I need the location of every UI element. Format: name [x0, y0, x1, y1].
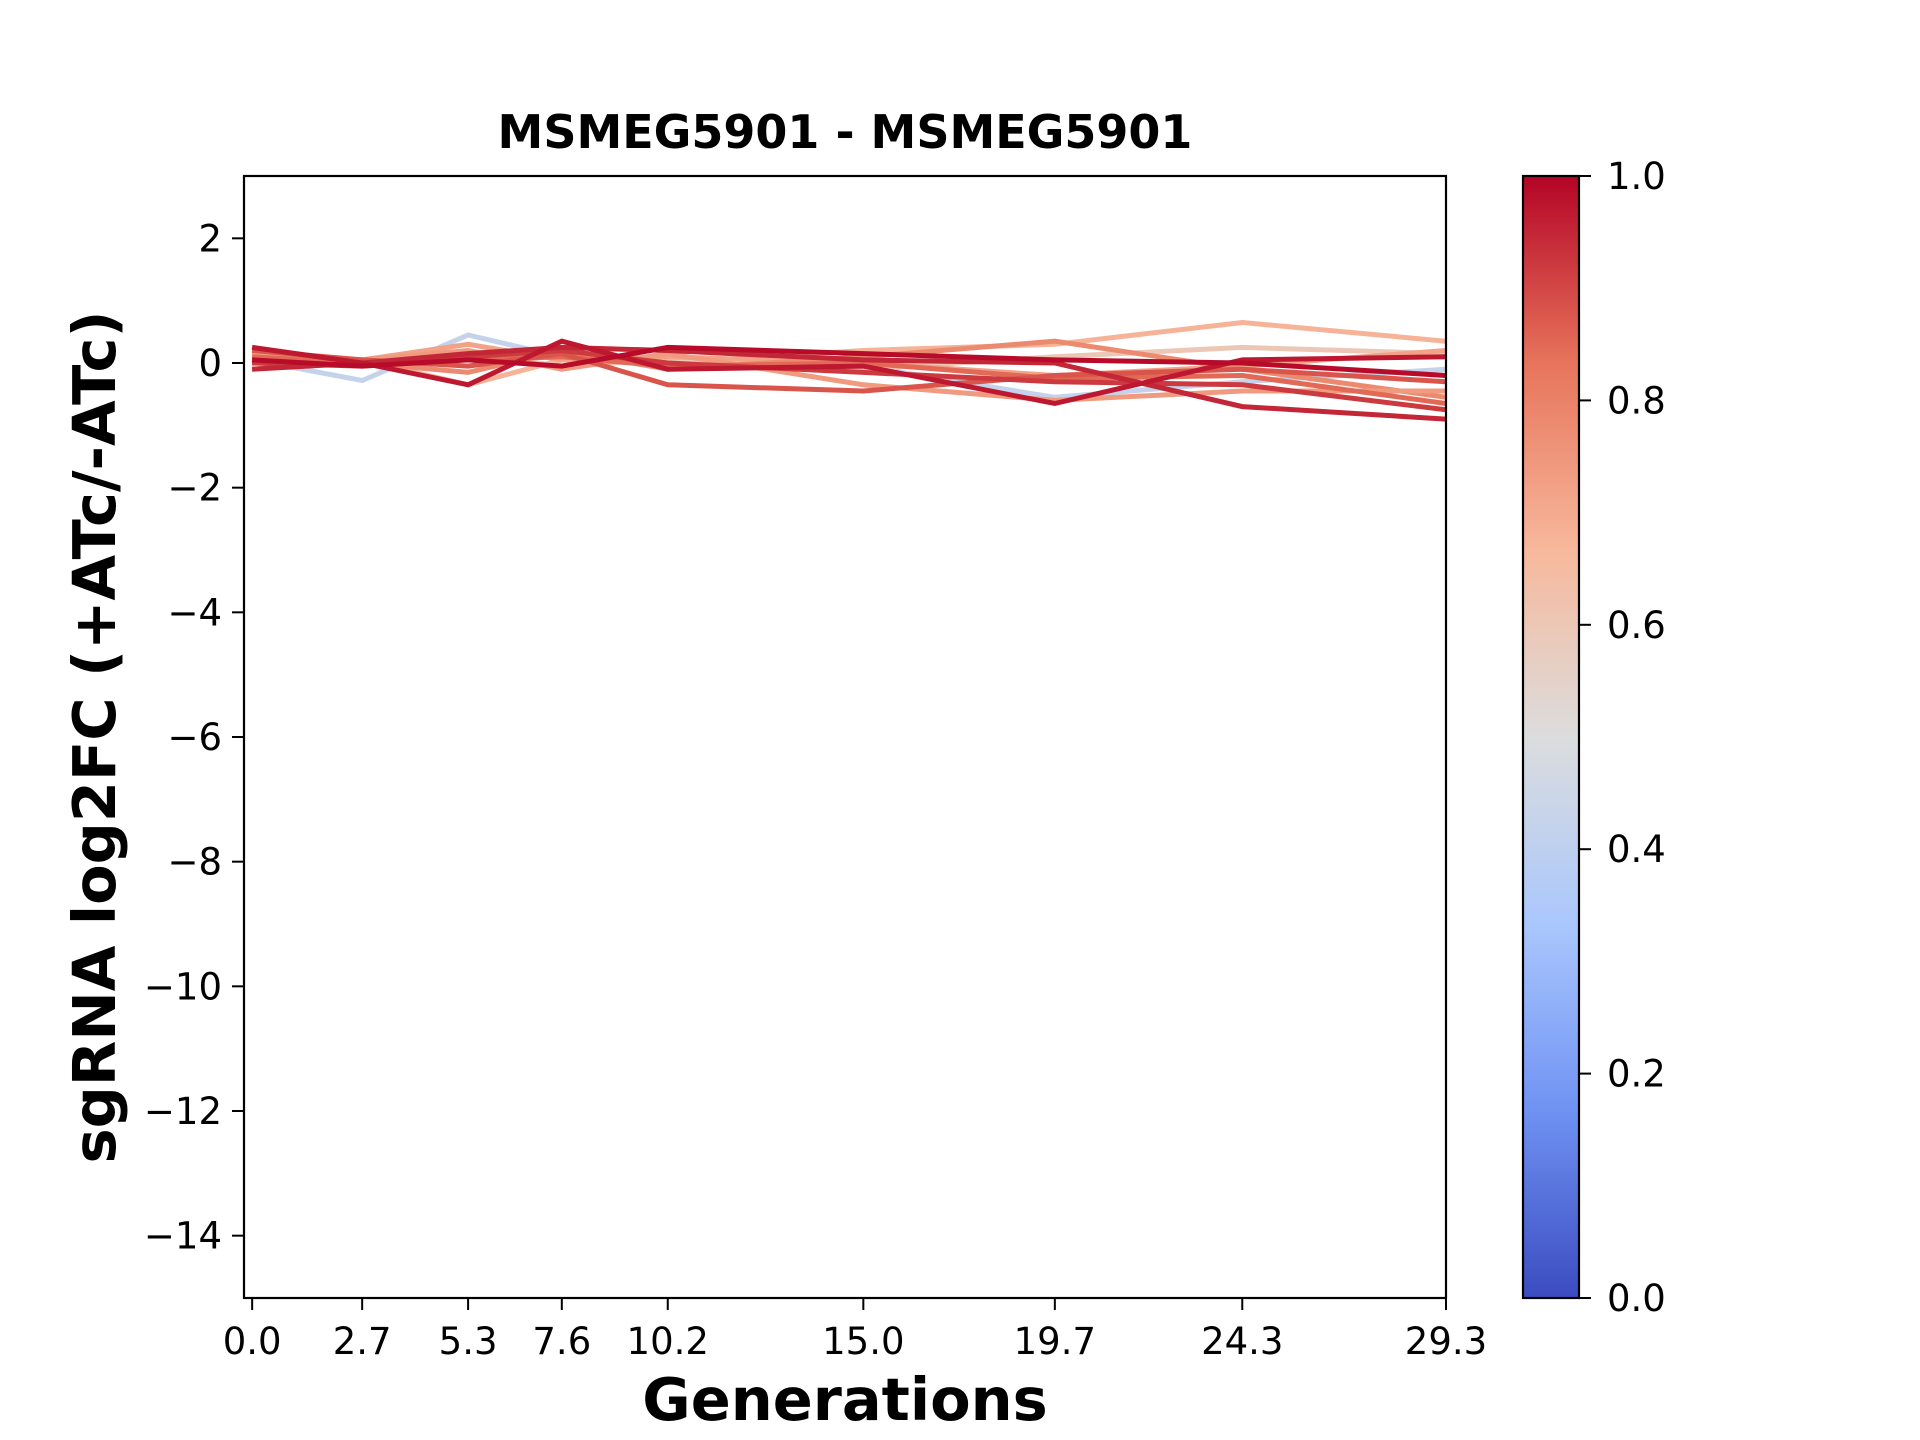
colorbar-tick-label: 0.6 [1607, 604, 1666, 647]
x-tick-label: 24.3 [1201, 1320, 1283, 1363]
series-layer [251, 319, 1446, 422]
series-line-10 [251, 344, 1446, 422]
y-tick-label: −12 [144, 1090, 222, 1133]
x-tick-label: 2.7 [333, 1320, 392, 1363]
y-tick-label: −8 [167, 841, 222, 884]
y-tick-label: 0 [198, 342, 222, 385]
x-tick-label: 15.0 [822, 1320, 904, 1363]
y-axis-title: sgRNA log2FC (+ATc/-ATc) [60, 311, 129, 1164]
colorbar-tick-label: 1.0 [1607, 155, 1666, 198]
y-tick-label: −14 [144, 1215, 222, 1258]
x-tick-label: 5.3 [439, 1320, 498, 1363]
y-tick-label: −4 [167, 591, 222, 634]
y-tick-label: 2 [198, 217, 222, 260]
y-tick-label: −2 [167, 467, 222, 510]
x-axis-title: Generations [642, 1365, 1047, 1434]
x-tick-label: 19.7 [1014, 1320, 1096, 1363]
plot-area-frame [242, 174, 1448, 1300]
colorbar-tick-label: 0.2 [1607, 1053, 1666, 1096]
x-tick-label: 29.3 [1405, 1320, 1487, 1363]
x-tick-label: 0.0 [223, 1320, 282, 1363]
x-axis: 0.0 2.7 5.3 7.6 10.2 15.0 19.7 24.3 29.3 [223, 1298, 1487, 1363]
series-line-11 [251, 338, 1446, 407]
colorbar-tick-label: 0.0 [1607, 1277, 1666, 1320]
y-axis: 2 0 −2 −4 −6 −8 −10 −12 −14 [144, 217, 244, 1258]
colorbar-gradient-bar [1521, 174, 1581, 1300]
colorbar-ticks: 0.0 0.2 0.4 0.6 0.8 1.0 [1579, 155, 1666, 1320]
colorbar-tick-label: 0.4 [1607, 828, 1666, 871]
colorbar-tick-label: 0.8 [1607, 379, 1666, 422]
x-tick-label: 10.2 [627, 1320, 709, 1363]
y-tick-label: −10 [144, 965, 222, 1008]
series-line-12 [251, 344, 1446, 378]
x-tick-label: 7.6 [532, 1320, 591, 1363]
colorbar: 0.0 0.2 0.4 0.6 0.8 1.0 [1521, 155, 1666, 1320]
chart-title: MSMEG5901 - MSMEG5901 [498, 105, 1193, 159]
y-tick-label: −6 [167, 716, 222, 759]
